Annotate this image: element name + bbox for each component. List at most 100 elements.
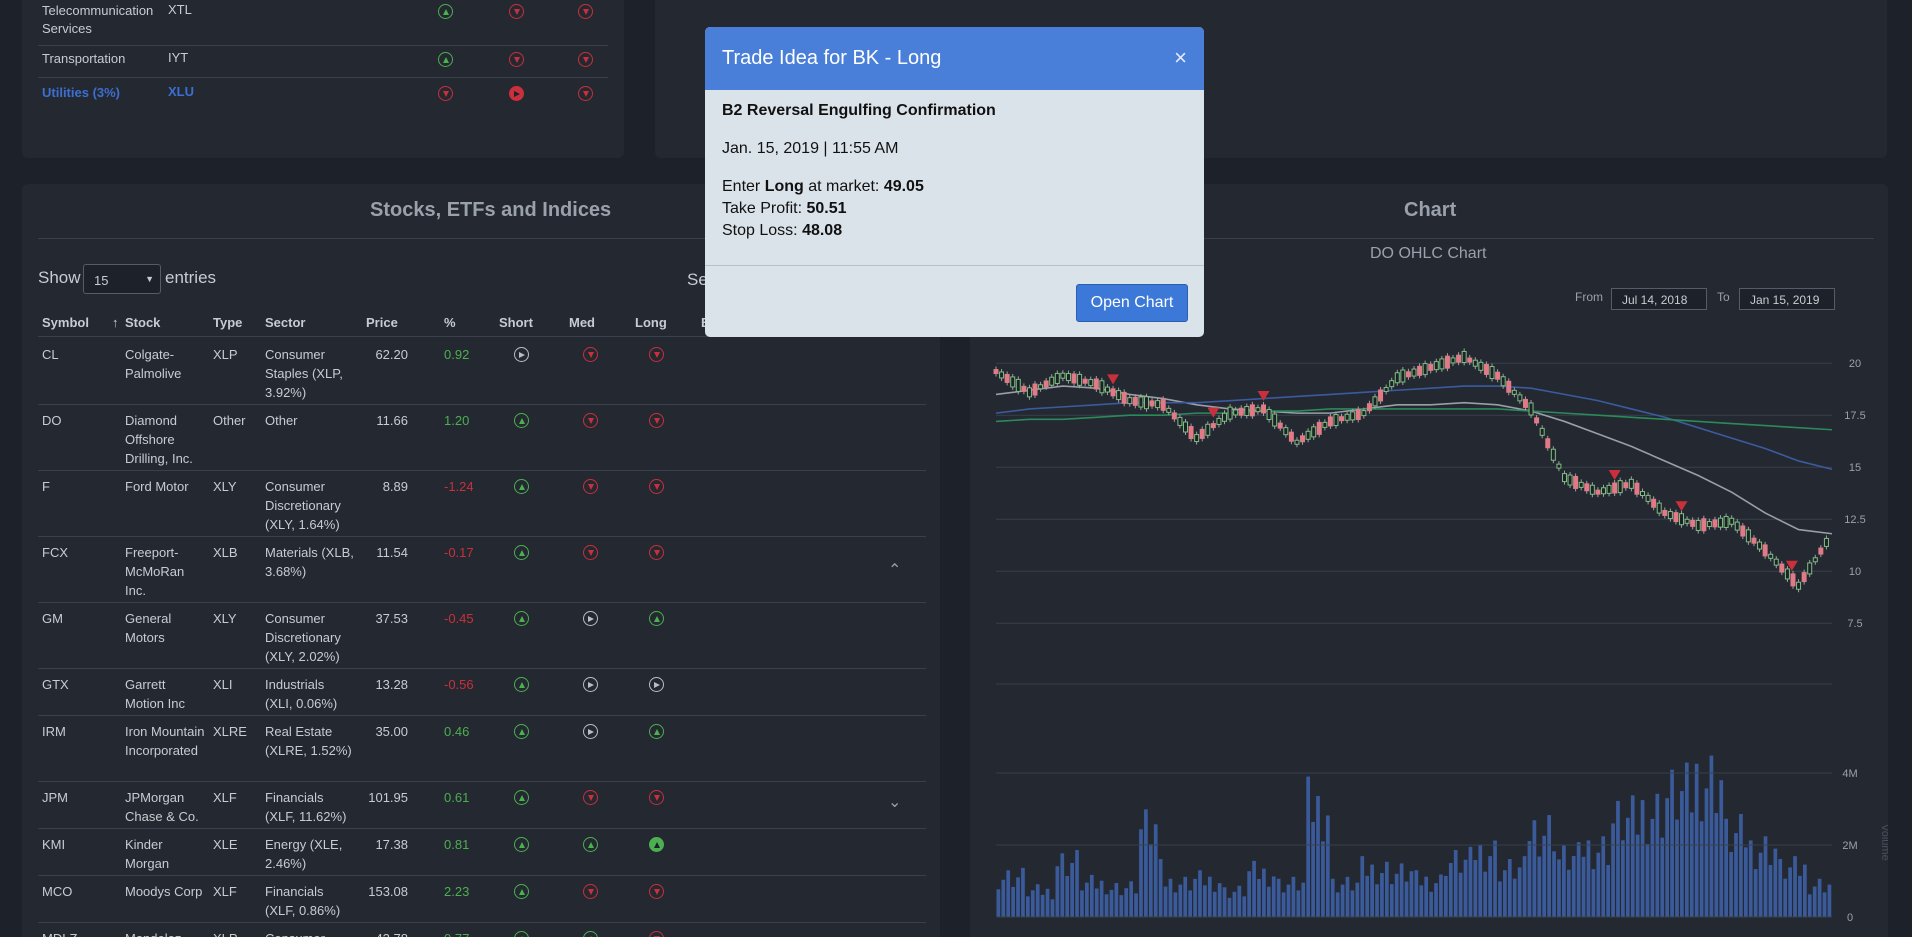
chevron-up-icon[interactable]: ⌃ [888,562,902,579]
volume-bar [1439,874,1443,917]
table-row[interactable]: CL Colgate-Palmolive XLP Consumer Staple… [38,339,926,405]
volume-bar [1030,890,1035,917]
volume-bar [1783,878,1788,917]
short-signal-icon [438,4,453,22]
volume-bar [1144,809,1148,917]
long-signal-icon [649,545,664,565]
candle-body [1405,371,1411,378]
volume-bar [1468,846,1473,917]
candle-body [1433,361,1439,371]
stock-symbol[interactable]: MDLZ [42,929,77,937]
volume-bar [1193,878,1197,917]
sector-name-link[interactable]: Utilities (3%) [42,85,121,100]
table-row[interactable]: IRM Iron Mountain Incorporated XLRE Real… [38,716,926,782]
candle-body [1015,378,1021,392]
volume-bar [1414,870,1419,917]
stock-symbol[interactable]: MCO [42,884,73,899]
short-signal-icon [514,479,529,499]
stock-symbol[interactable]: GM [42,611,63,626]
candle-body [1249,404,1255,417]
volume-bar [1522,856,1527,917]
volume-bar [1507,858,1512,917]
candle-body [1060,372,1066,379]
volume-bar [1537,856,1542,917]
column-header-symbol[interactable]: Symbol [42,315,89,330]
from-date-input[interactable]: Jul 14, 2018 [1611,288,1707,310]
volume-bar [1252,860,1256,917]
volume-bar [1227,897,1232,917]
candle-body [1038,384,1044,390]
sort-ascending-icon[interactable]: ↑ [112,315,119,330]
volume-bar [1748,840,1753,917]
stock-name: Freeport-McMoRan Inc. [125,545,185,598]
to-date-input[interactable]: Jan 15, 2019 [1739,288,1835,310]
candle-body [1634,482,1640,495]
entries-select-value: 15 [94,273,109,288]
volume-bar [1798,875,1802,917]
candle-body [1773,558,1779,566]
column-header-short[interactable]: Short [499,315,533,330]
candle-body [1651,498,1657,508]
column-header-med[interactable]: Med [569,315,595,330]
table-row[interactable]: FCX Freeport-McMoRan Inc. XLB Materials … [38,537,926,603]
sector-symbol: IYT [168,50,189,65]
table-row[interactable]: GTX Garrett Motion Inc XLI Industrials (… [38,669,926,716]
chevron-down-icon[interactable]: ⌄ [888,794,902,811]
close-icon[interactable]: × [1174,45,1187,70]
table-row[interactable]: DO Diamond Offshore Drilling, Inc. Other… [38,405,926,471]
stock-symbol[interactable]: FCX [42,545,68,560]
stock-symbol[interactable]: KMI [42,837,66,852]
table-row[interactable]: MCO Moodys Corp XLF Financials (XLF, 0.8… [38,876,926,923]
candle-body [1534,417,1540,424]
candle-body [1394,372,1400,384]
column-header-stock[interactable]: Stock [125,315,161,330]
candle-body [1561,473,1567,483]
candle-body [1768,553,1774,559]
table-row[interactable]: KMI Kinder Morgan XLE Energy (XLE, 2.46%… [38,829,926,876]
sector-row[interactable]: Utilities (3%) XLU [38,84,608,114]
volume-bar [1675,819,1679,917]
candle-body [1004,373,1010,383]
volume-bar [1321,841,1325,917]
column-header-price[interactable]: Price [366,315,398,330]
long-signal-icon [649,790,664,810]
stock-symbol[interactable]: JPM [42,790,68,805]
stock-name: Garrett Motion Inc [125,677,185,711]
table-row[interactable]: GM General Motors XLY Consumer Discretio… [38,603,926,669]
table-row[interactable]: JPM JPMorgan Chase & Co. XLF Financials … [38,782,926,829]
column-header-percent[interactable]: % [444,315,456,330]
table-row[interactable]: F Ford Motor XLY Consumer Discretionary … [38,471,926,537]
candle-body [1823,537,1829,547]
stock-change-percent: 0.81 [444,837,470,852]
stock-symbol[interactable]: F [42,479,50,494]
stock-symbol[interactable]: IRM [42,724,66,739]
open-chart-button[interactable]: Open Chart [1076,284,1188,322]
volume-bar [1119,895,1124,917]
column-header-sector[interactable]: Sector [265,315,306,330]
candle-body [1478,361,1484,371]
candle-body [1706,521,1712,528]
volume-bar [1473,859,1478,917]
entries-select[interactable]: 15 ▼ [83,264,161,294]
stock-price: 153.08 [368,884,408,899]
column-header-type[interactable]: Type [213,315,243,330]
stock-symbol[interactable]: CL [42,347,59,362]
table-row[interactable]: MDLZ Mondelez XLP Consumer 42.78 0.77 [38,923,926,937]
volume-bar [1419,885,1424,917]
med-signal-icon [583,545,598,565]
stock-symbol[interactable]: DO [42,413,62,428]
stock-price: 62.20 [375,347,408,362]
stock-type: XLY [213,479,237,494]
candle-body [1149,400,1155,407]
sector-symbol-link[interactable]: XLU [168,84,194,99]
stock-sector: Industrials (XLI, 0.06%) [265,677,338,711]
volume-tick-label: 0 [1847,912,1853,924]
candle-body [1522,398,1528,408]
candle-body [1718,517,1724,528]
volume-bar [1316,796,1320,917]
price-tick-label: 12.5 [1844,514,1865,526]
volume-bar [1503,870,1507,917]
column-header-long[interactable]: Long [635,315,667,330]
stock-symbol[interactable]: GTX [42,677,69,692]
candle-body [1467,357,1473,363]
